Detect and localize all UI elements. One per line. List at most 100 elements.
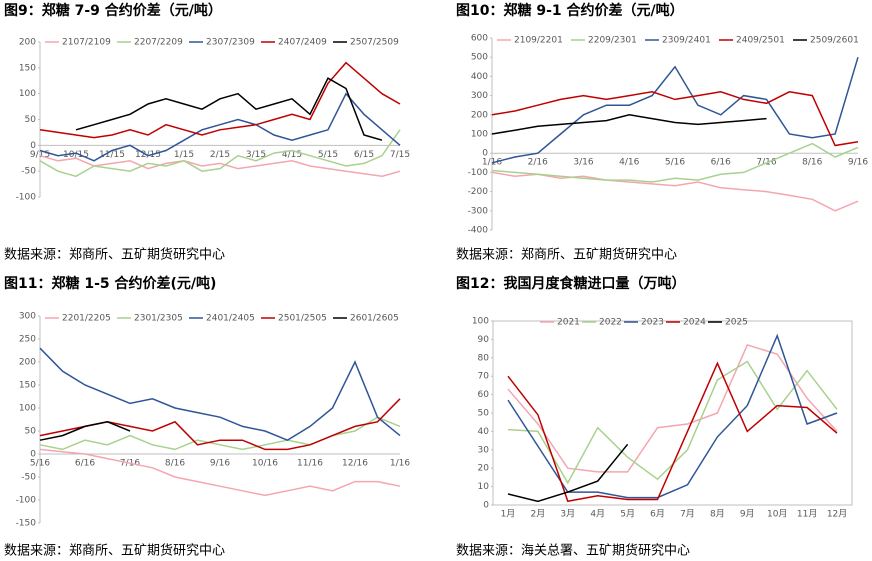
- chart-title: 图10：郑糖 9-1 合约价差（元/吨）: [456, 2, 684, 19]
- y-tick-label: 200: [19, 38, 36, 48]
- y-tick-label: 0: [30, 450, 36, 460]
- legend-label: 2309/2401: [662, 36, 711, 46]
- legend-label: 2107/2109: [62, 38, 111, 48]
- series-line: [39, 61, 401, 139]
- series-line: [491, 171, 859, 212]
- series-line: [39, 92, 401, 162]
- x-tick-label: 12/16: [342, 459, 368, 469]
- y-tick-label: 200: [471, 110, 488, 120]
- y-tick-label: 50: [478, 409, 490, 419]
- y-tick-label: 60: [478, 390, 490, 400]
- legend-label: 2022: [599, 318, 622, 328]
- x-tick-label: 8/16: [802, 158, 822, 168]
- x-tick-label: 6/15: [354, 150, 374, 160]
- y-tick-label: 200: [19, 358, 36, 368]
- y-tick-label: 50: [25, 427, 37, 437]
- legend-label: 2201/2205: [62, 314, 111, 324]
- x-tick-label: 3月: [560, 509, 575, 520]
- x-tick-label: 3/16: [573, 158, 593, 168]
- x-tick-label: 4月: [590, 509, 605, 520]
- x-tick-label: 5/16: [665, 158, 685, 168]
- x-tick-label: 9/16: [848, 158, 868, 168]
- legend-label: 2109/2201: [514, 36, 563, 46]
- x-tick-label: 8/16: [165, 459, 185, 469]
- series-line: [507, 361, 838, 503]
- x-tick-label: 5/16: [30, 459, 50, 469]
- x-tick-label: 3/15: [246, 150, 266, 160]
- plot-frame: [492, 320, 853, 506]
- series-line: [491, 142, 859, 183]
- legend-label: 2024: [683, 318, 706, 328]
- x-tick-label: 6/16: [711, 158, 731, 168]
- y-tick-label: -100: [468, 168, 489, 178]
- legend-label: 2507/2509: [350, 38, 399, 48]
- x-tick-label: 2月: [531, 509, 546, 520]
- y-tick-label: 80: [478, 353, 490, 363]
- y-tick-label: 0: [483, 501, 489, 511]
- y-tick-label: -300: [468, 206, 489, 216]
- legend-label: 2023: [641, 318, 664, 328]
- y-tick-label: -150: [16, 519, 37, 529]
- series-line: [39, 448, 401, 497]
- x-tick-label: 4/16: [619, 158, 639, 168]
- y-tick-label: 100: [19, 404, 36, 414]
- series-line: [39, 421, 131, 441]
- legend-label: 2409/2501: [736, 36, 785, 46]
- x-tick-label: 1月: [501, 509, 516, 520]
- series-line: [39, 347, 401, 442]
- x-tick-label: 5月: [620, 509, 635, 520]
- y-tick-label: -100: [16, 193, 37, 203]
- legend-label: 2401/2405: [206, 314, 255, 324]
- y-tick-label: 300: [471, 91, 488, 101]
- y-tick-label: -400: [468, 226, 489, 236]
- y-tick-label: -50: [21, 473, 36, 483]
- x-tick-label: 2/15: [210, 150, 230, 160]
- x-tick-label: 10/15: [63, 150, 89, 160]
- chart-title: 图9：郑糖 7-9 合约价差（元/吨）: [4, 2, 222, 19]
- y-tick-label: -200: [468, 187, 489, 197]
- legend-label: 2509/2601: [810, 36, 859, 46]
- legend-label: 2301/2305: [134, 314, 183, 324]
- y-tick-label: 0: [482, 149, 488, 159]
- y-tick-label: 70: [478, 372, 490, 382]
- series-line: [507, 343, 838, 473]
- x-tick-label: 10月: [767, 509, 787, 520]
- x-tick-label: 1/15: [174, 150, 194, 160]
- source: 数据来源：郑商所、五矿期货研究中心: [4, 247, 225, 263]
- legend-label: 2025: [725, 318, 748, 328]
- x-tick-label: 11/16: [297, 459, 323, 469]
- series-line: [491, 91, 859, 147]
- x-tick-label: 10/16: [252, 459, 278, 469]
- source: 数据来源：郑商所、五矿期货研究中心: [456, 247, 677, 263]
- x-tick-label: 9月: [740, 509, 755, 520]
- y-tick-label: 600: [471, 34, 488, 44]
- y-tick-label: 300: [19, 312, 36, 322]
- source: 数据来源：郑商所、五矿期货研究中心: [4, 543, 225, 559]
- series-line: [491, 114, 767, 135]
- series-line: [39, 129, 401, 178]
- x-tick-label: 11月: [797, 509, 817, 520]
- y-tick-label: 10: [478, 482, 490, 492]
- y-tick-label: -100: [16, 496, 37, 506]
- legend-label: 2207/2209: [134, 38, 183, 48]
- y-tick-label: 50: [25, 115, 37, 125]
- y-tick-label: 100: [472, 317, 489, 327]
- x-tick-label: 6月: [650, 509, 665, 520]
- y-tick-label: 150: [19, 63, 36, 73]
- series-line: [39, 416, 401, 451]
- series-line: [507, 443, 629, 503]
- y-tick-label: 250: [19, 335, 36, 345]
- x-tick-label: 2/16: [528, 158, 548, 168]
- x-tick-label: 7月: [680, 509, 695, 520]
- x-tick-label: 8月: [710, 509, 725, 520]
- chart-title: 图11：郑糖 1-5 合约价差(元/吨): [4, 275, 216, 292]
- legend-label: 2307/2309: [206, 38, 255, 48]
- chart-title: 图12：我国月度食糖进口量（万吨）: [456, 275, 685, 292]
- legend-label: 2021: [557, 318, 580, 328]
- legend-label: 2407/2409: [278, 38, 327, 48]
- series-line: [75, 77, 383, 141]
- y-tick-label: 100: [19, 89, 36, 99]
- y-tick-label: 150: [19, 381, 36, 391]
- x-tick-label: 4/15: [282, 150, 302, 160]
